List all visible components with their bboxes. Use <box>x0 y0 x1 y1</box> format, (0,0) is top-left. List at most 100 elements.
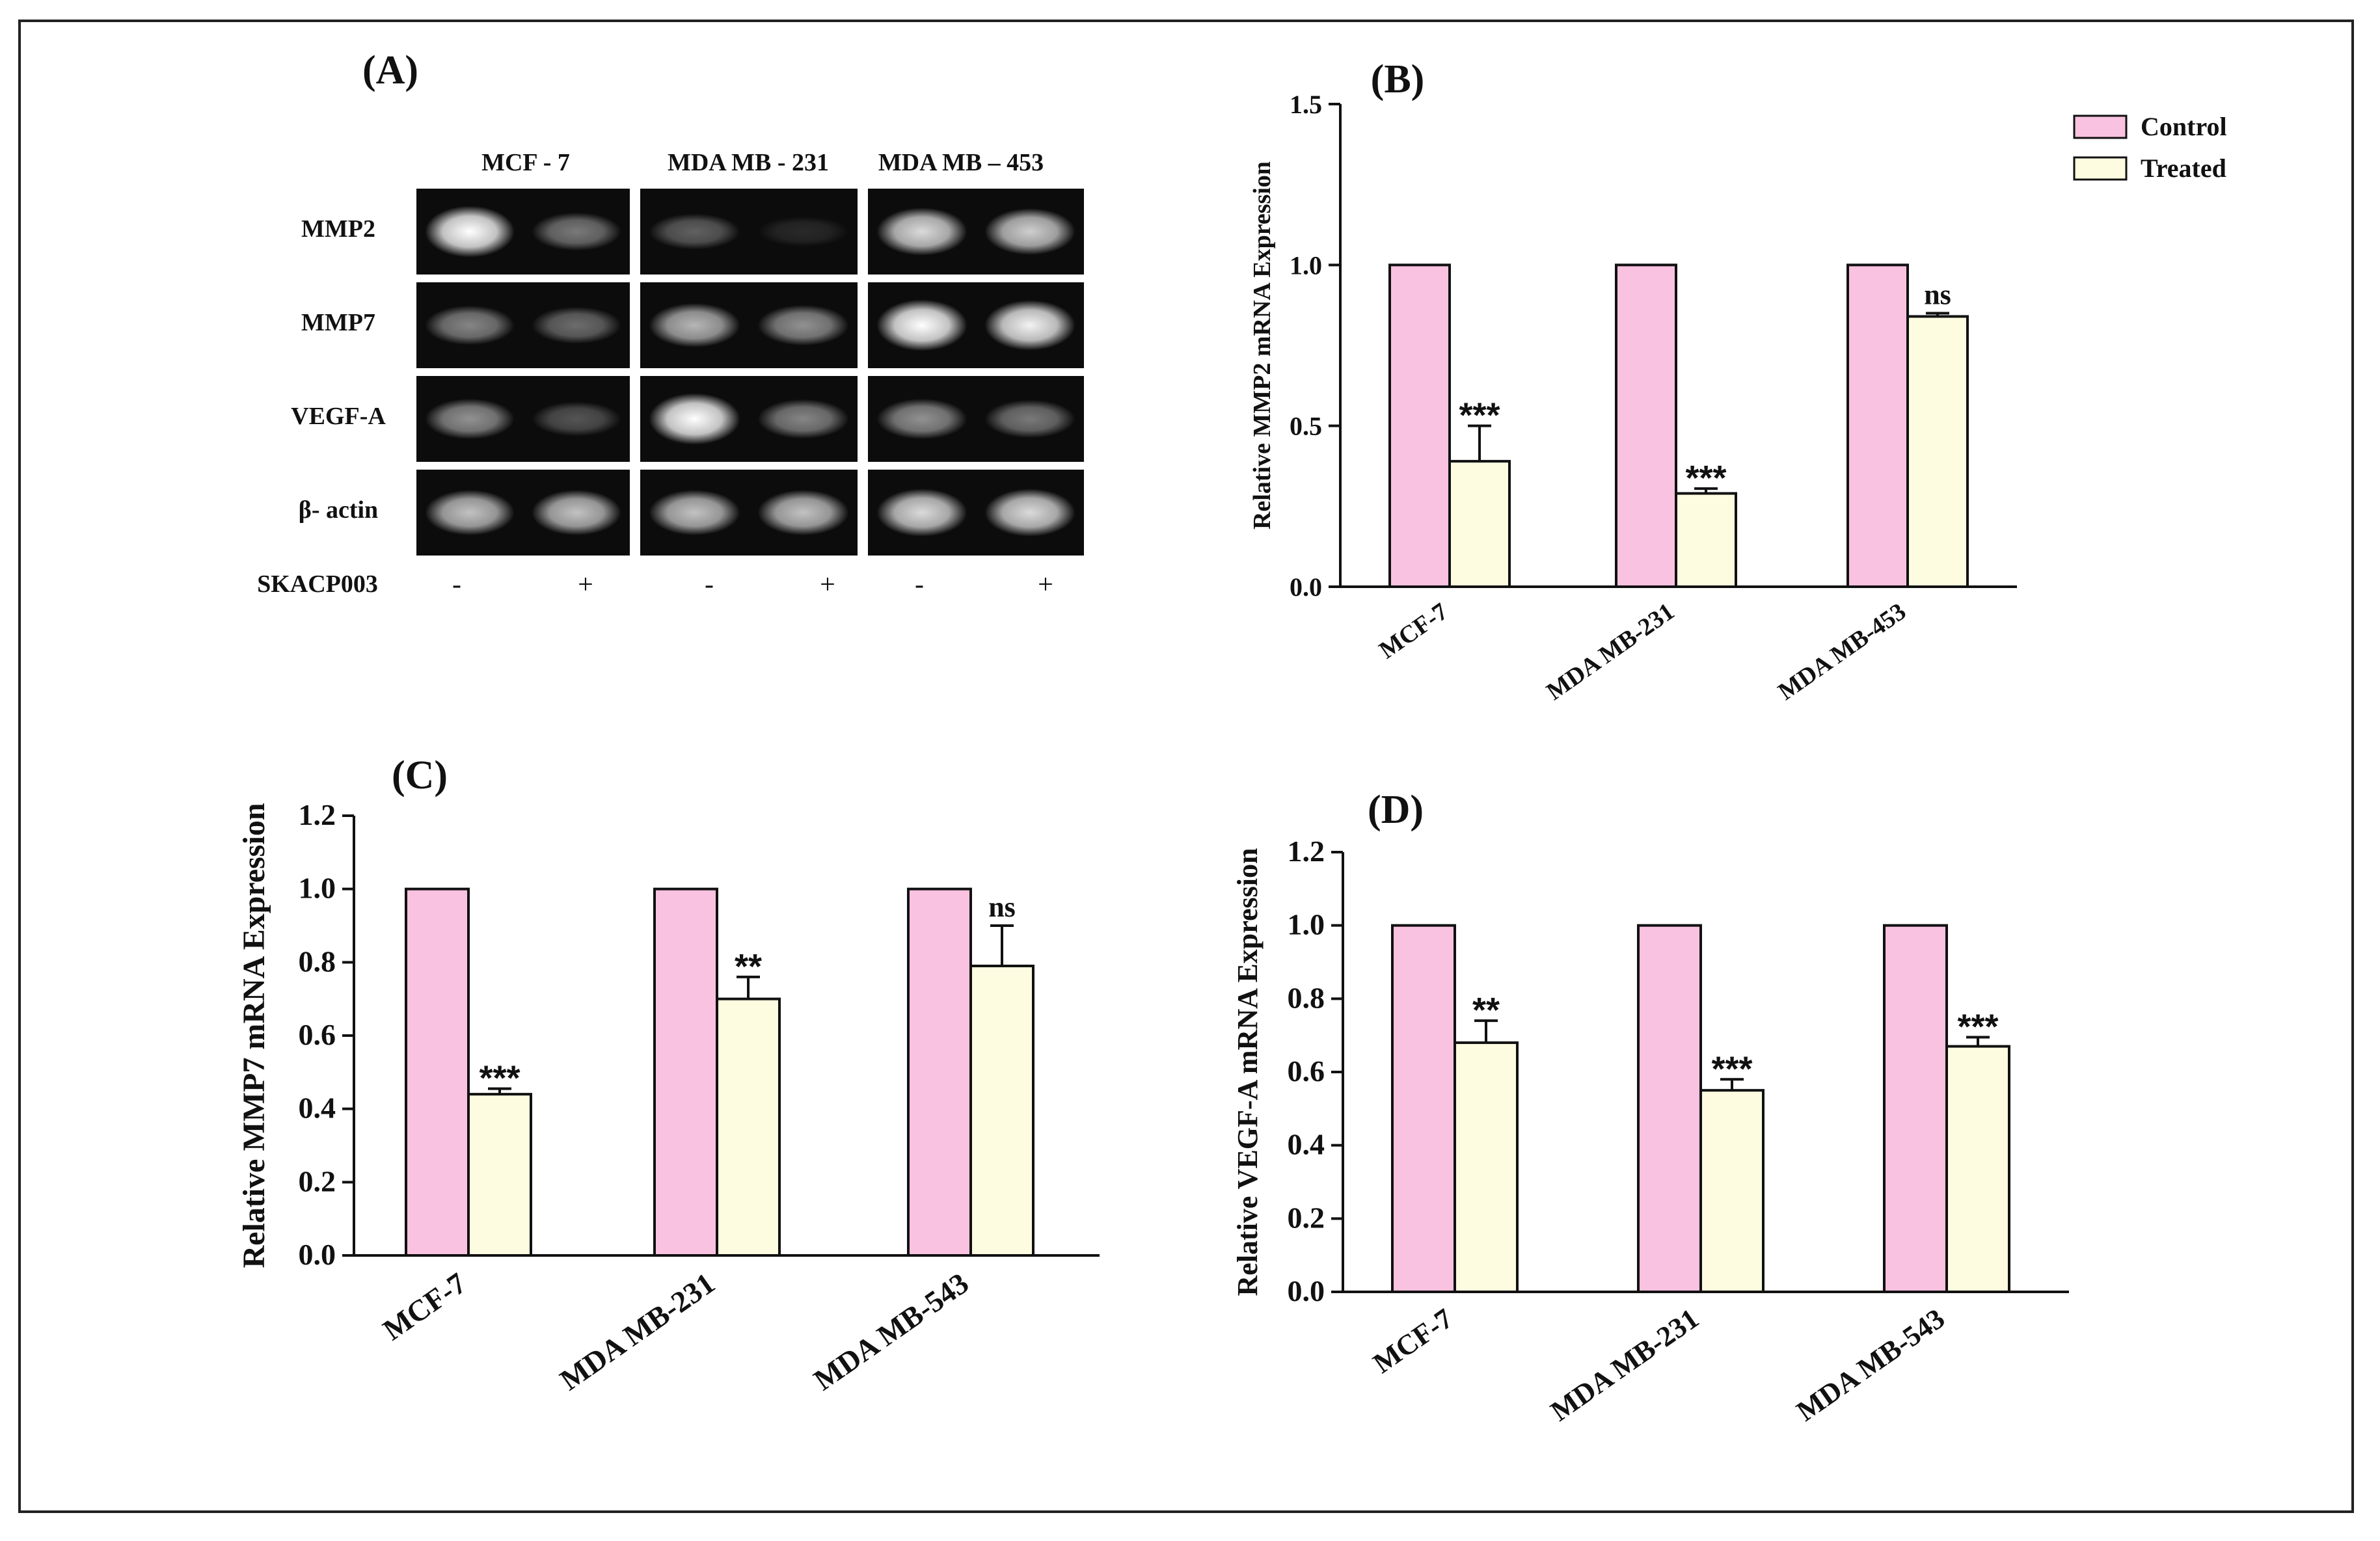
panel-c-chart: (C) 0.0 0.2 0.4 0.6 0.8 1.0 1.2 Relative MMP7 mR… <box>237 753 1100 1397</box>
significance-label: ns <box>1924 279 1951 311</box>
y-tick-label: 0.2 <box>299 1164 336 1198</box>
y-tick-label: 0.4 <box>1288 1128 1325 1161</box>
bar-treated <box>467 1093 532 1257</box>
y-tick-label: 1.0 <box>1290 250 1322 280</box>
y-tick-label: 0.6 <box>299 1018 336 1051</box>
bar-treated <box>1454 1041 1519 1294</box>
gel-group-label: MDA MB – 453 <box>878 149 1044 176</box>
significance-label: *** <box>1685 459 1726 498</box>
bar-control <box>1846 263 1909 588</box>
significance-label: ns <box>988 891 1016 923</box>
bar-control <box>405 887 470 1257</box>
y-tick-label: 0.0 <box>1290 572 1322 602</box>
significance-label: *** <box>1957 1007 1998 1046</box>
treatment-sign: - <box>452 570 461 600</box>
legend: Control Treated <box>2073 112 2227 183</box>
gel-band <box>757 399 849 439</box>
panel-d-chart: (D) 0.0 0.2 0.4 0.6 0.8 1.0 1.2 Relative VEGF-A … <box>1232 788 2069 1427</box>
gel-band <box>425 305 515 345</box>
gel-band <box>532 401 621 436</box>
y-tick-label: 1.0 <box>1288 908 1325 941</box>
x-tick-label: MDA MB-543 <box>807 1266 974 1397</box>
bar-treated <box>716 997 781 1257</box>
bar-treated <box>1448 460 1511 589</box>
gel-band <box>757 216 849 247</box>
treatment-sign: - <box>705 570 714 600</box>
significance-label: *** <box>479 1059 520 1098</box>
gel-band <box>757 490 849 535</box>
significance-label: ** <box>735 947 762 986</box>
gel-gene-label: β- actin <box>299 496 378 524</box>
bar-treated <box>1675 492 1737 589</box>
gel-band <box>532 306 621 344</box>
gel-band <box>649 302 740 348</box>
legend-label-control: Control <box>2141 112 2227 141</box>
treatment-sign: + <box>820 570 835 600</box>
bar-treated <box>1906 315 1969 588</box>
significance-label: *** <box>1459 396 1500 435</box>
panel-b-chart: (B) 0.0 0.5 1.0 1.5 Relative MMP2 mRNA Expres… <box>1249 57 2017 706</box>
gel-group-label: MCF - 7 <box>481 149 570 176</box>
x-tick-label: MCF-7 <box>1368 1302 1459 1380</box>
gel-band <box>649 213 740 250</box>
x-tick-label: MCF-7 <box>377 1266 472 1347</box>
bar-treated <box>1945 1045 2010 1293</box>
bar-control <box>1637 924 1702 1293</box>
figure-frame <box>18 20 2354 1513</box>
gel-band <box>532 212 621 251</box>
gel-group-label: MDA MB - 231 <box>668 149 829 176</box>
gel-band <box>984 399 1075 438</box>
gel-band <box>876 299 967 351</box>
bar-treated <box>1699 1089 1765 1293</box>
y-axis-label: Relative MMP7 mRNA Expression <box>237 803 271 1268</box>
treatment-sign: - <box>915 570 924 600</box>
y-tick-label: 1.2 <box>299 798 336 831</box>
legend-label-treated: Treated <box>2141 154 2226 183</box>
y-tick-label: 0.4 <box>299 1092 336 1125</box>
bar-control <box>907 887 972 1257</box>
gel-band <box>984 300 1075 351</box>
gel-band <box>425 206 515 258</box>
gel-band <box>984 489 1075 537</box>
treatment-label: SKACP003 <box>257 570 378 598</box>
bar-treated <box>969 964 1034 1257</box>
x-tick-label: MDA MB-231 <box>1545 1302 1704 1427</box>
x-tick-label: MCF-7 <box>1374 598 1453 664</box>
panel-a-label: (A) <box>362 48 418 92</box>
gel-band <box>425 490 515 535</box>
x-tick-label: MDA MB-453 <box>1773 598 1911 706</box>
panel-a-gel: (A) MCF - 7 MDA MB - 231 MDA MB – 453 MMP2 MM… <box>257 48 1084 600</box>
gel-gene-label: VEGF-A <box>291 403 386 430</box>
y-tick-label: 1.5 <box>1290 90 1322 119</box>
gel-gene-label: MMP2 <box>301 215 375 243</box>
gel-band <box>876 489 967 537</box>
gel-band <box>425 398 515 440</box>
significance-label: *** <box>1711 1049 1752 1088</box>
bar-control <box>1391 924 1456 1293</box>
legend-swatch-control <box>2073 114 2128 139</box>
x-tick-label: MDA MB-231 <box>554 1266 720 1397</box>
bar-control <box>1388 263 1451 588</box>
gel-band <box>532 490 621 535</box>
gel-band <box>757 304 849 346</box>
gel-band <box>649 393 740 445</box>
x-tick-label: MDA MB-543 <box>1791 1302 1950 1427</box>
y-tick-label: 0.8 <box>299 945 336 978</box>
y-tick-label: 0.0 <box>299 1238 336 1271</box>
significance-label: ** <box>1472 991 1500 1030</box>
bar-control <box>1615 263 1677 588</box>
treatment-sign: + <box>578 570 593 600</box>
y-tick-label: 1.0 <box>299 872 336 905</box>
gel-band <box>876 398 967 440</box>
bar-control <box>1883 924 1948 1293</box>
y-tick-label: 0.6 <box>1288 1054 1325 1088</box>
gel-band <box>984 208 1075 255</box>
legend-swatch-treated <box>2073 156 2128 181</box>
bar-control <box>653 887 718 1257</box>
x-tick-label: MDA MB-231 <box>1541 598 1679 706</box>
gel-gene-label: MMP7 <box>301 309 375 336</box>
gel-band <box>649 490 740 535</box>
y-tick-label: 0.5 <box>1290 412 1322 441</box>
y-tick-label: 0.8 <box>1288 981 1325 1014</box>
